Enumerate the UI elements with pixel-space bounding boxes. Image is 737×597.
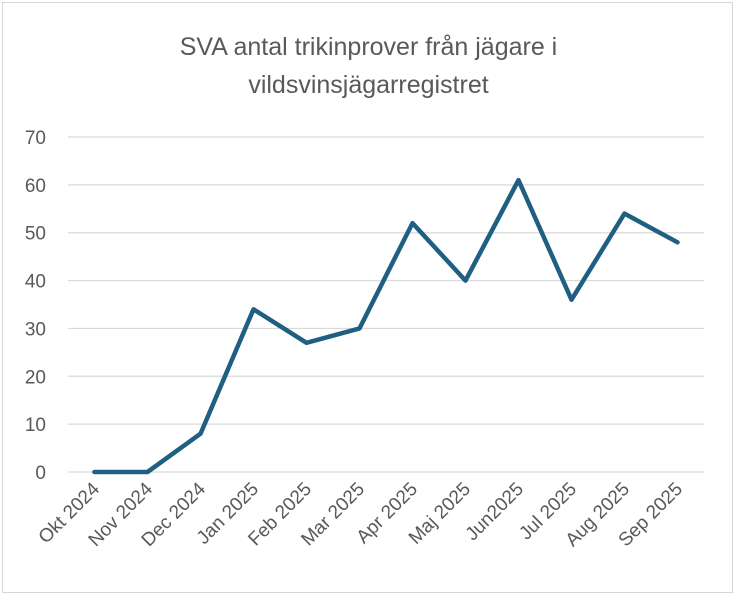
x-tick-label: Jun2025 <box>462 479 528 545</box>
y-tick-label: 70 <box>25 128 46 149</box>
series-line-0 <box>92 177 680 475</box>
y-tick-label: 0 <box>35 463 46 484</box>
y-tick-label: 50 <box>25 224 46 245</box>
chart-title: SVA antal trikinprover från jägare i vil… <box>0 28 737 104</box>
series-layer <box>92 177 680 475</box>
y-tick-label: 20 <box>25 367 46 388</box>
chart-title-line-1: SVA antal trikinprover från jägare i <box>179 33 558 61</box>
y-tick-label: 30 <box>25 319 46 340</box>
grid-lines <box>68 136 704 473</box>
y-axis-ticks: 0 10 20 30 40 50 60 70 <box>25 128 46 484</box>
y-tick-label: 10 <box>25 415 46 436</box>
chart-title-line-2: vildsvinsjägarregistret <box>248 71 489 99</box>
y-tick-label: 60 <box>25 176 46 197</box>
y-tick-label: 40 <box>25 272 46 293</box>
